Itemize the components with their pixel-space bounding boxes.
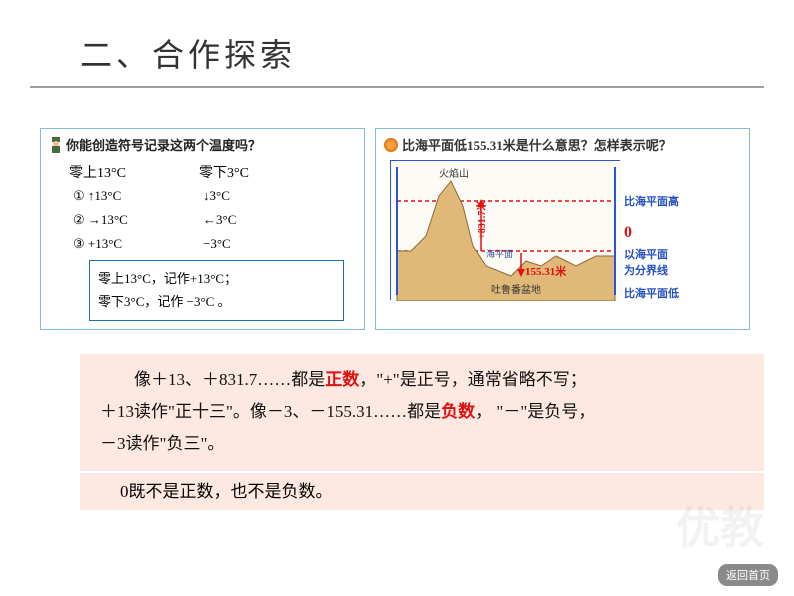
svg-text:吐鲁番盆地: 吐鲁番盆地 (491, 283, 541, 296)
side-labels: 比海平面高 0 以海平面 为分界线 比海平面低 (624, 194, 679, 302)
temp-row-2: ② →13°C ←3°C (73, 212, 356, 228)
return-button[interactable]: 返回首页 (718, 564, 778, 586)
summary-box: 像＋13、＋831.7……都是正数，"+"是正号，通常省略不写； ＋13读作"正… (80, 354, 764, 471)
idx-3: ③ (73, 236, 85, 251)
temp-above: 零上13°C (69, 162, 199, 182)
section-header: 二、合作探索 (30, 0, 764, 88)
idx-1: ① (73, 188, 85, 203)
s2b: ， "－"是负号， (475, 402, 595, 421)
content-row: 你能创造符号记录这两个温度吗？ 零上13°C 零下3°C ① ↑13°C ↓3°… (40, 128, 764, 330)
s1b: ，"+"是正号，通常省略不写； (359, 370, 586, 389)
note-line-2: 零下3°C，记作 −3°C 。 (98, 290, 335, 313)
section-title: 二、合作探索 (80, 30, 764, 76)
neg-word: 负数 (441, 402, 475, 421)
summary-line-3: －3读作"负三"。 (100, 428, 744, 460)
temp-row-1: ① ↑13°C ↓3°C (73, 188, 356, 204)
dot-icon (384, 138, 398, 152)
svg-text:海平面: 海平面 (486, 248, 513, 259)
temp-below: 零下3°C (199, 162, 249, 182)
summary-line-1: 像＋13、＋831.7……都是正数，"+"是正号，通常省略不写； (100, 364, 744, 396)
right-question-text: 比海平面低155.31米是什么意思？怎样表示呢？ (402, 135, 672, 154)
r3b: −3°C (203, 236, 231, 252)
r2b: ←3°C (203, 212, 236, 228)
right-question: 比海平面低155.31米是什么意思？怎样表示呢？ (384, 135, 741, 154)
s2a: ＋13读作"正十三"。像－3、－155.31……都是 (100, 402, 441, 421)
label-mid2: 为分界线 (624, 263, 679, 280)
r3a: +13°C (88, 236, 122, 251)
svg-text:火焰山: 火焰山 (439, 167, 469, 180)
left-question: 你能创造符号记录这两个温度吗？ (49, 135, 356, 154)
label-zero: 0 (624, 221, 679, 245)
note-line-1: 零上13°C，记作+13°C； (98, 267, 335, 290)
soldier-icon (49, 136, 63, 154)
left-question-text: 你能创造符号记录这两个温度吗？ (66, 135, 261, 154)
pos-word: 正数 (325, 370, 359, 389)
zero-statement: 0既不是正数，也不是负数。 (80, 473, 764, 510)
r1a: ↑13°C (88, 188, 121, 203)
label-above: 比海平面高 (624, 194, 679, 211)
label-mid1: 以海平面 (624, 247, 679, 264)
svg-text:155.31米: 155.31米 (525, 264, 567, 278)
idx-2: ② (73, 212, 85, 227)
right-panel: 比海平面低155.31米是什么意思？怎样表示呢？ +831.7米 (375, 128, 750, 330)
svg-text:+831.7米: +831.7米 (475, 200, 488, 239)
temp-row-3: ③ +13°C −3°C (73, 236, 356, 252)
r2a: →13°C (88, 212, 128, 227)
note-box: 零上13°C，记作+13°C； 零下3°C，记作 −3°C 。 (89, 260, 344, 321)
label-below: 比海平面低 (624, 286, 679, 303)
r1b: ↓3°C (203, 188, 230, 204)
temp-headers: 零上13°C 零下3°C (69, 162, 356, 182)
left-panel: 你能创造符号记录这两个温度吗？ 零上13°C 零下3°C ① ↑13°C ↓3°… (40, 128, 365, 330)
s1a: 像＋13、＋831.7……都是 (134, 370, 325, 389)
summary-line-2: ＋13读作"正十三"。像－3、－155.31……都是负数， "－"是负号， (100, 396, 744, 428)
elevation-diagram: +831.7米 155.31米 火焰山 海平面 吐鲁番盆地 (390, 160, 620, 300)
temp-list: ① ↑13°C ↓3°C ② →13°C ←3°C ③ +13°C −3°C (73, 188, 356, 252)
